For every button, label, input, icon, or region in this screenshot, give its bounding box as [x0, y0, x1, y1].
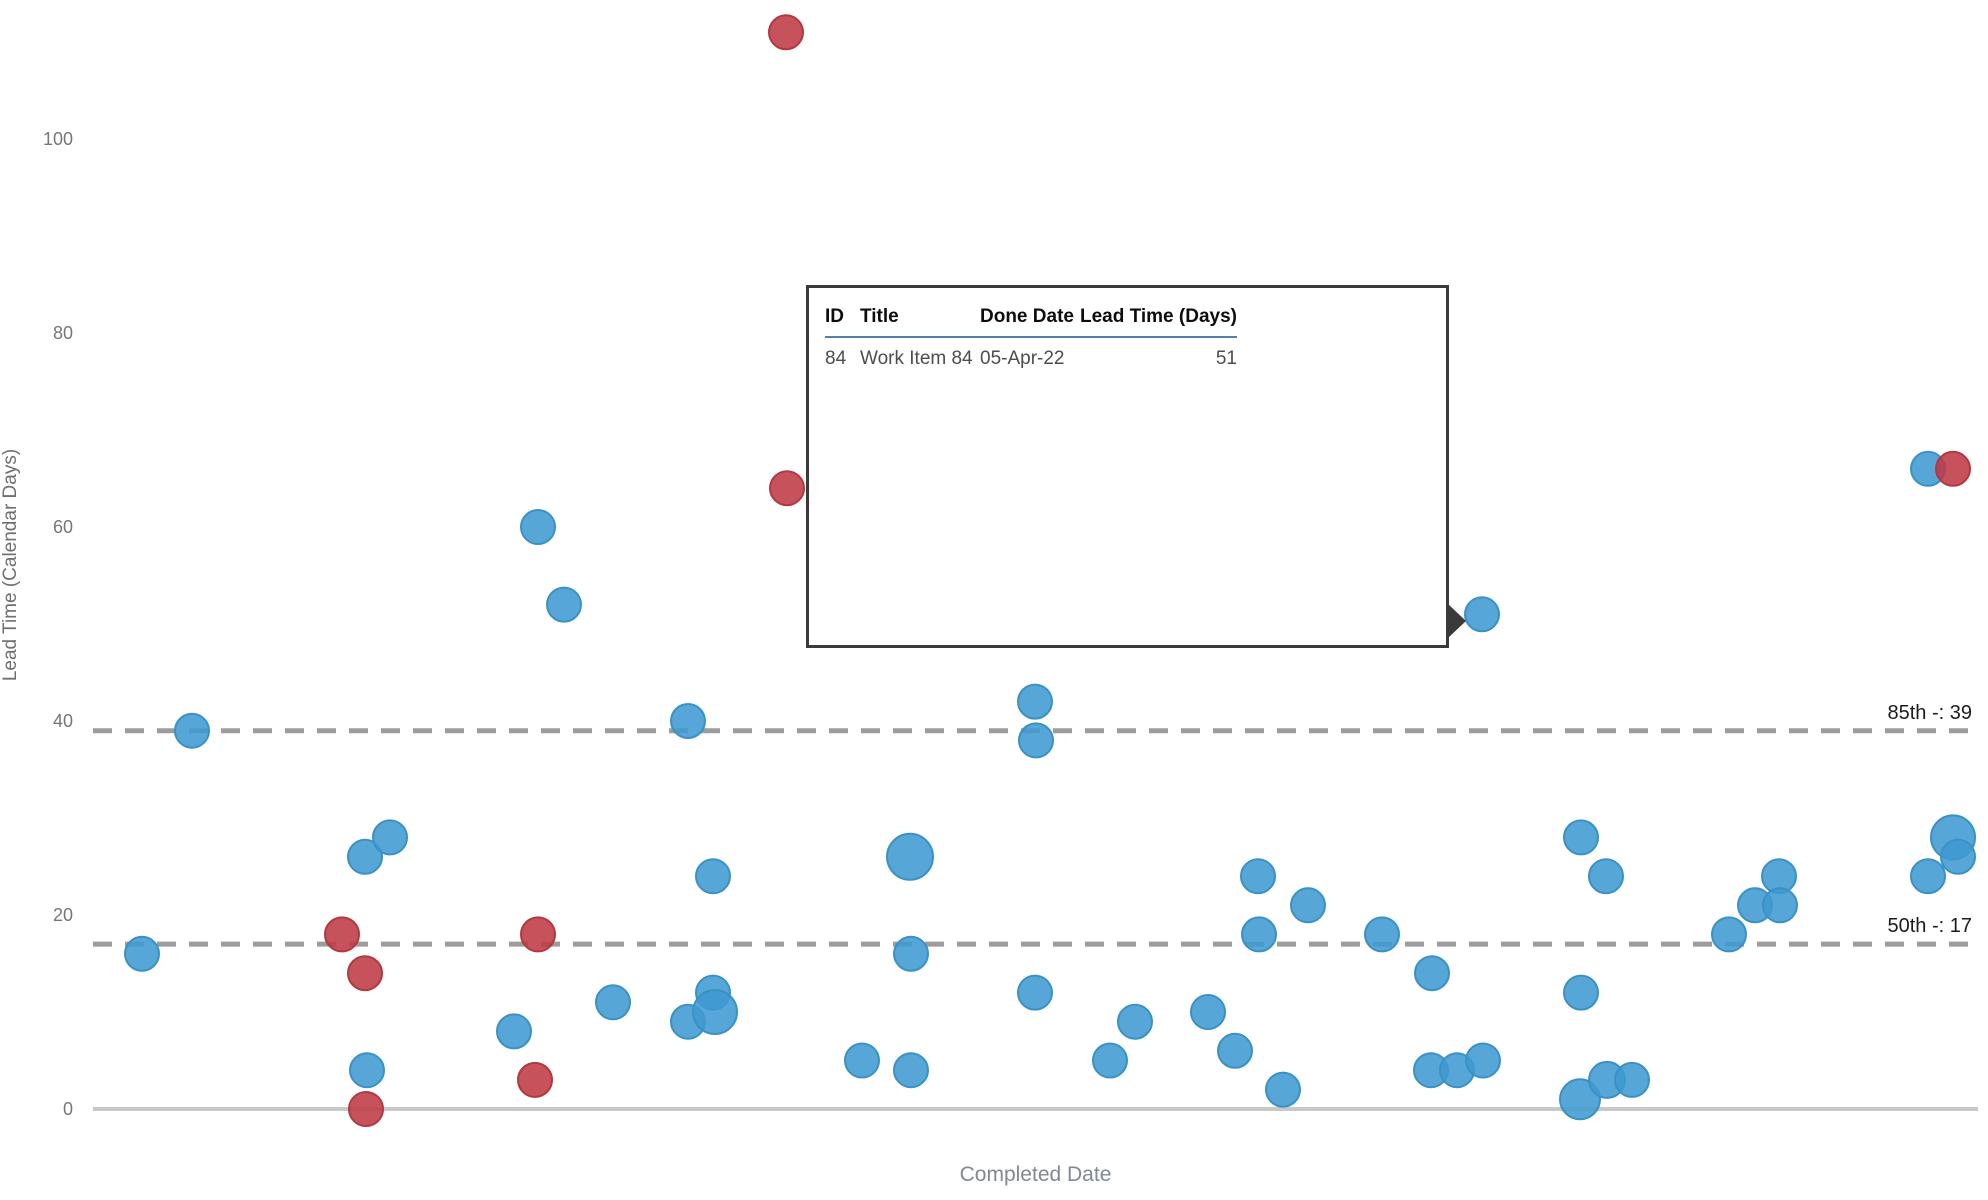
- scatter-point[interactable]: [1563, 974, 1599, 1011]
- scatter-point[interactable]: [1018, 722, 1054, 759]
- scatter-point[interactable]: [1563, 819, 1599, 856]
- scatter-point[interactable]: [1017, 683, 1053, 720]
- tooltip-row: 84 Work Item 84 05-Apr-22 51: [825, 337, 1237, 370]
- scatter-point[interactable]: [844, 1042, 880, 1079]
- tooltip-table: ID Title Done Date Lead Time (Days) 84 W…: [825, 300, 1237, 370]
- scatter-point[interactable]: [768, 14, 804, 51]
- scatter-point[interactable]: [1117, 1003, 1153, 1040]
- scatter-point[interactable]: [348, 1091, 384, 1127]
- tooltip-cell-title: Work Item 84: [860, 348, 973, 369]
- tooltip-header-id: ID: [825, 306, 844, 327]
- scatter-point[interactable]: [347, 955, 383, 992]
- tooltip-header-done-date: Done Date: [980, 306, 1074, 327]
- percentile-line-label: 85th -: 39: [1887, 701, 1972, 724]
- scatter-point[interactable]: [372, 819, 408, 856]
- scatter-point[interactable]: [1588, 858, 1624, 895]
- scatter-point[interactable]: [1017, 974, 1053, 1011]
- scatter-point[interactable]: [520, 916, 556, 953]
- scatter-point[interactable]: [349, 1052, 385, 1089]
- tooltip-cell-done-date: 05-Apr-22: [980, 348, 1065, 369]
- tooltip-cell-id: 84: [825, 348, 847, 369]
- scatter-point[interactable]: [1241, 916, 1277, 953]
- tooltip-header-title: Title: [860, 306, 899, 327]
- scatter-point[interactable]: [1217, 1032, 1253, 1069]
- scatter-point[interactable]: [886, 832, 934, 881]
- scatter-point[interactable]: [893, 935, 929, 972]
- y-axis-tick-label: 0: [62, 1099, 73, 1119]
- scatter-point[interactable]: [1940, 838, 1976, 875]
- percentile-line-label: 50th -: 17: [1887, 915, 1972, 938]
- y-axis-tick-label: 100: [42, 129, 73, 149]
- tooltip-header-row: ID Title Done Date Lead Time (Days): [825, 300, 1237, 337]
- scatter-point[interactable]: [695, 858, 731, 895]
- y-axis-tick-label: 60: [52, 517, 73, 537]
- scatter-point[interactable]: [1240, 858, 1276, 895]
- scatter-point[interactable]: [1290, 887, 1326, 924]
- scatter-point[interactable]: [670, 703, 706, 739]
- scatter-point[interactable]: [1559, 1078, 1601, 1121]
- tooltip-cell-lead-time: 51: [1215, 348, 1237, 369]
- scatter-point[interactable]: [1465, 1042, 1501, 1079]
- scatter-point[interactable]: [1414, 955, 1450, 992]
- scatter-point[interactable]: [1762, 887, 1798, 924]
- scatter-point[interactable]: [546, 586, 582, 623]
- scatter-point[interactable]: [692, 989, 738, 1035]
- scatter-point[interactable]: [1265, 1071, 1301, 1108]
- scatter-point[interactable]: [893, 1052, 929, 1089]
- scatter-point[interactable]: [520, 509, 556, 545]
- scatter-point[interactable]: [1935, 450, 1971, 487]
- scatter-point-selected[interactable]: [1464, 596, 1500, 633]
- scatter-point[interactable]: [1190, 994, 1226, 1030]
- scatter-point[interactable]: [1910, 858, 1946, 895]
- scatter-point[interactable]: [496, 1013, 532, 1050]
- scatter-point[interactable]: [347, 838, 383, 875]
- scatter-point[interactable]: [1614, 1061, 1650, 1098]
- tooltip-pointer-arrow: [1448, 604, 1466, 638]
- tooltip-header-lead-time: Lead Time (Days): [1080, 306, 1237, 327]
- y-axis-tick-label: 80: [52, 323, 73, 343]
- scatter-point[interactable]: [1364, 916, 1400, 953]
- scatter-point[interactable]: [769, 470, 805, 507]
- y-axis-tick-label: 40: [52, 711, 73, 731]
- y-axis-title: Lead Time (Calendar Days): [0, 448, 21, 682]
- scatter-point[interactable]: [174, 712, 210, 749]
- tooltip: ID Title Done Date Lead Time (Days) 84 W…: [806, 285, 1449, 648]
- scatter-point[interactable]: [1092, 1042, 1128, 1079]
- scatter-point[interactable]: [595, 984, 631, 1021]
- scatter-point[interactable]: [1711, 916, 1747, 953]
- scatter-point[interactable]: [517, 1061, 553, 1098]
- x-axis-title: Completed Date: [959, 1163, 1112, 1186]
- scatter-point[interactable]: [124, 935, 160, 972]
- y-axis-tick-label: 20: [52, 905, 73, 925]
- scatter-point[interactable]: [324, 916, 360, 953]
